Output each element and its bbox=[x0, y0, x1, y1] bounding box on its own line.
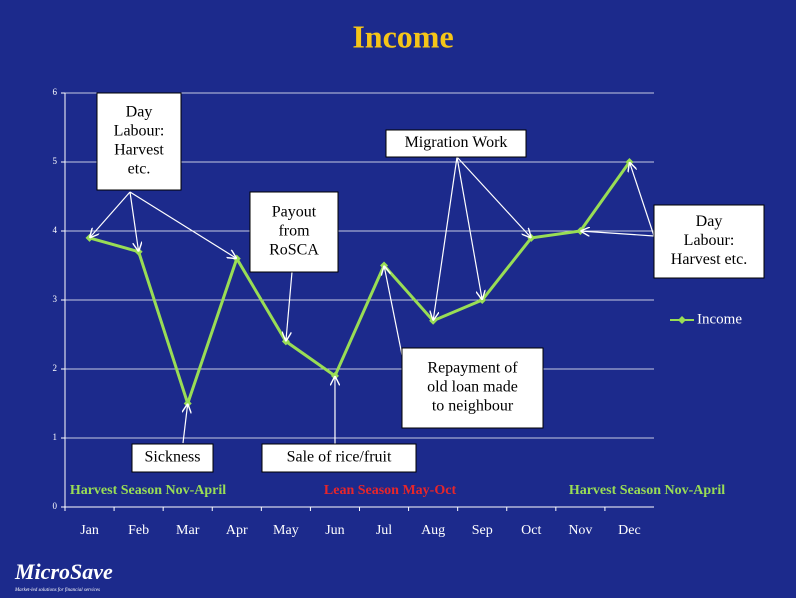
y-tick-label: 3 bbox=[53, 294, 58, 304]
logo: MicroSave bbox=[14, 559, 113, 584]
x-tick-label: Jul bbox=[376, 523, 392, 538]
x-tick-label: Aug bbox=[421, 523, 445, 538]
annotation-text: Day bbox=[696, 213, 723, 230]
annotation-arrow bbox=[384, 266, 403, 356]
annotation-arrow bbox=[456, 156, 482, 300]
annotation-text: Labour: bbox=[684, 232, 735, 249]
annotation-box bbox=[401, 347, 544, 429]
y-tick-label: 6 bbox=[53, 87, 58, 97]
x-tick-label: Sep bbox=[472, 523, 493, 538]
y-tick-label: 1 bbox=[53, 432, 58, 442]
logo-tagline: Market-led solutions for financial servi… bbox=[14, 588, 100, 593]
annotation-text: Payout bbox=[272, 204, 317, 221]
x-tick-label: Mar bbox=[176, 523, 200, 538]
annotation-arrow bbox=[183, 404, 188, 444]
line bbox=[89, 161, 631, 409]
y-tick-label: 0 bbox=[53, 501, 58, 511]
annotation-box bbox=[96, 92, 182, 191]
y-tick-label: 5 bbox=[53, 156, 58, 166]
annotation-text: Sickness bbox=[145, 449, 201, 466]
season-label: Harvest Season Nov-April bbox=[70, 483, 226, 498]
annotation-text: Harvest etc. bbox=[671, 251, 747, 268]
annotation-text: Repayment of bbox=[427, 360, 518, 377]
annotation-text: from bbox=[278, 223, 310, 240]
annotation-box bbox=[653, 204, 765, 279]
chart-title: Income bbox=[352, 18, 453, 54]
season-label: Harvest Season Nov-April bbox=[569, 483, 725, 498]
annotation-arrow bbox=[580, 231, 655, 237]
annotation-text: to neighbour bbox=[432, 398, 514, 415]
annotation-text: old loan made bbox=[427, 379, 518, 396]
x-tick-label: May bbox=[273, 523, 299, 538]
annotation-text: etc. bbox=[128, 161, 151, 178]
annotation-text: Migration Work bbox=[405, 134, 508, 151]
annotation-text: Sale of rice/fruit bbox=[287, 449, 392, 466]
annotation-text: Harvest bbox=[114, 142, 164, 159]
annotation-box bbox=[385, 129, 527, 158]
annotation-arrow bbox=[629, 162, 655, 237]
annotation-arrow bbox=[90, 191, 131, 238]
y-tick-label: 4 bbox=[53, 225, 58, 235]
x-tick-label: Jan bbox=[80, 523, 99, 538]
x-tick-label: Dec bbox=[618, 523, 641, 538]
x-tick-label: Feb bbox=[128, 523, 149, 538]
annotation-arrow bbox=[129, 191, 237, 259]
x-tick-label: Apr bbox=[226, 523, 248, 538]
annotation-arrow bbox=[433, 156, 458, 321]
annotation-box bbox=[249, 191, 339, 273]
annotation-arrow bbox=[456, 156, 531, 238]
legend-label: Income bbox=[697, 311, 742, 327]
y-tick-label: 2 bbox=[53, 363, 58, 373]
annotation-text: Labour: bbox=[114, 123, 165, 140]
season-label: Lean Season May-Oct bbox=[324, 483, 457, 498]
annotation-arrow bbox=[129, 191, 139, 252]
annotation-box bbox=[131, 443, 214, 473]
legend-marker bbox=[678, 316, 686, 324]
x-tick-label: Nov bbox=[568, 523, 592, 538]
x-tick-label: Oct bbox=[521, 523, 541, 538]
annotation-arrow bbox=[286, 271, 293, 341]
annotation-box bbox=[261, 443, 417, 473]
x-tick-label: Jun bbox=[325, 523, 344, 538]
annotation-text: RoSCA bbox=[269, 242, 319, 259]
annotation-text: Day bbox=[126, 104, 153, 121]
